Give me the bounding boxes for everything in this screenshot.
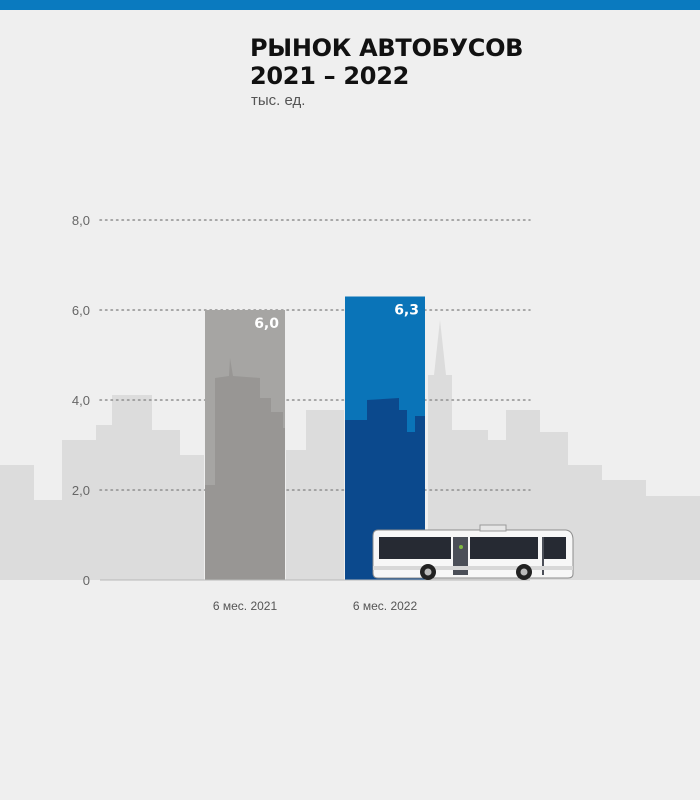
chart-title-line-2: 2021 – 2022: [250, 62, 410, 90]
top-accent-bar: [0, 0, 700, 10]
chart-title: РЫНОК АВТОБУСОВ 2021 – 2022: [250, 34, 523, 90]
bar-silhouette-1: [205, 358, 285, 580]
bus-illustration: [372, 524, 574, 580]
x-tick-label-2: 6 мес. 2022: [353, 599, 418, 613]
chart-title-line-1: РЫНОК АВТОБУСОВ: [250, 34, 524, 62]
y-tick-label: 6,0: [72, 303, 90, 318]
city-skyline-background: [0, 320, 700, 580]
y-tick-label: 4,0: [72, 393, 90, 408]
y-gridlines: [99, 219, 531, 491]
bar-value-label-2: 6,3: [394, 303, 419, 319]
bar-value-labels: 6,0 6,3: [254, 303, 419, 333]
chart-units: тыс. ед.: [251, 92, 306, 109]
y-tick-label: 8,0: [72, 213, 90, 228]
x-tick-labels: 6 мес. 2021 6 мес. 2022: [213, 599, 418, 613]
x-tick-label-1: 6 мес. 2021: [213, 599, 278, 613]
y-tick-label: 0: [83, 573, 90, 588]
bar-value-label-1: 6,0: [254, 316, 279, 332]
y-tick-label: 2,0: [72, 483, 90, 498]
y-tick-labels: 0 2,0 4,0 6,0 8,0: [72, 213, 90, 588]
